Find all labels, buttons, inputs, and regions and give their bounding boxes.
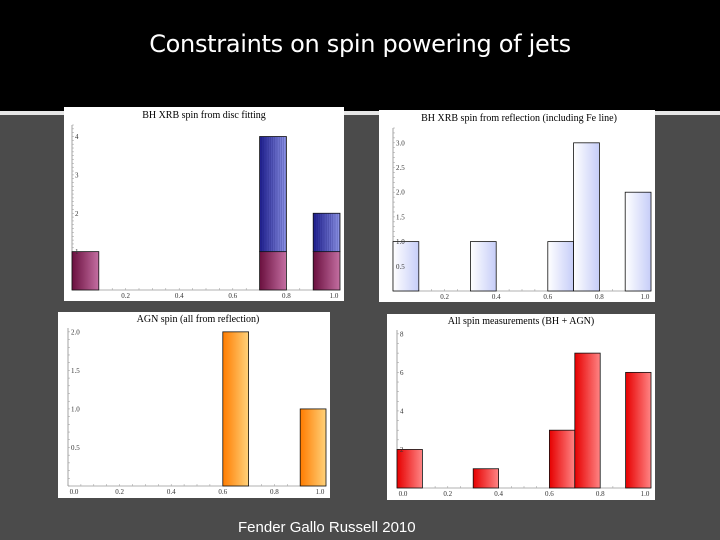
chart-title: AGN spin (all from reflection) bbox=[137, 314, 260, 325]
x-tick-label: 0.4 bbox=[492, 293, 501, 301]
bar bbox=[222, 331, 250, 487]
x-tick-label: 0.4 bbox=[494, 490, 503, 498]
x-tick-label: 0.6 bbox=[545, 490, 554, 498]
y-tick-label: 1.0 bbox=[71, 405, 80, 413]
chart-bh-disc: BH XRB spin from disc fitting 0.2 0.4 0.6 0.… bbox=[71, 110, 341, 300]
y-tick-label: 0.5 bbox=[71, 444, 80, 452]
x-tick-label: 0.0 bbox=[399, 490, 408, 498]
bar bbox=[299, 408, 327, 487]
x-tick-label: 0.6 bbox=[218, 488, 227, 496]
x-tick-label: 0.2 bbox=[440, 293, 449, 301]
chart-panel-all: All spin measurements (BH + AGN) 0.0 0.2 0.… bbox=[387, 314, 655, 500]
bar bbox=[259, 136, 287, 253]
x-tick-label: 0.8 bbox=[595, 293, 604, 301]
x-tick-label: 0.8 bbox=[596, 490, 605, 498]
y-tick-label: 3.0 bbox=[396, 139, 405, 147]
bar bbox=[547, 241, 575, 292]
y-tick-label: 2.0 bbox=[396, 189, 405, 197]
chart-title: BH XRB spin from disc fitting bbox=[142, 110, 266, 121]
chart-panel-agn: AGN spin (all from reflection) 0.0 0.2 0.4 0… bbox=[58, 312, 330, 498]
bar bbox=[71, 251, 100, 291]
y-tick-label: 2 bbox=[75, 210, 79, 218]
chart-all: All spin measurements (BH + AGN) 0.0 0.2 0.… bbox=[396, 316, 652, 498]
chart-agn: AGN spin (all from reflection) 0.0 0.2 0.4 0… bbox=[67, 314, 327, 496]
y-tick-label: 1 bbox=[75, 248, 79, 256]
title-band: Constraints on spin powering of jets bbox=[0, 0, 720, 115]
x-tick-label: 0.2 bbox=[443, 490, 452, 498]
y-tick-label: 1.5 bbox=[71, 367, 80, 375]
y-tick-label: 6 bbox=[400, 369, 404, 377]
x-tick-label: 0.8 bbox=[282, 292, 291, 300]
slide-title: Constraints on spin powering of jets bbox=[149, 30, 571, 58]
bar bbox=[548, 429, 576, 489]
y-tick-label: 4 bbox=[75, 133, 79, 141]
y-tick-label: 8 bbox=[400, 330, 404, 338]
chart-bh-reflection: BH XRB spin from reflection (including F… bbox=[392, 113, 652, 301]
bar bbox=[470, 241, 497, 292]
x-tick-label: 1.0 bbox=[641, 293, 650, 301]
bar bbox=[259, 251, 287, 291]
y-tick-label: 2.0 bbox=[71, 328, 80, 336]
y-tick-label: 0.5 bbox=[396, 263, 405, 271]
y-tick-label: 2.5 bbox=[396, 164, 405, 172]
bar bbox=[573, 142, 600, 292]
x-tick-label: 1.0 bbox=[641, 490, 650, 498]
y-tick-label: 2 bbox=[400, 446, 404, 454]
x-tick-label: 0.6 bbox=[228, 292, 237, 300]
x-tick-label: 0.4 bbox=[175, 292, 184, 300]
bar bbox=[312, 251, 341, 291]
y-tick-label: 4 bbox=[400, 407, 404, 415]
bar bbox=[392, 241, 420, 292]
x-tick-label: 0.2 bbox=[115, 488, 124, 496]
x-tick-label: 0.6 bbox=[543, 293, 552, 301]
chart-panel-bh-reflection: BH XRB spin from reflection (including F… bbox=[379, 110, 655, 302]
bar bbox=[396, 449, 423, 489]
bar bbox=[574, 352, 601, 489]
chart-title: All spin measurements (BH + AGN) bbox=[448, 316, 594, 327]
bar bbox=[472, 468, 499, 489]
x-tick-label: 1.0 bbox=[316, 488, 325, 496]
y-tick-label: 1.5 bbox=[396, 213, 405, 221]
chart-panel-bh-disc: BH XRB spin from disc fitting 0.2 0.4 0.6 0.… bbox=[64, 107, 344, 301]
bar bbox=[624, 191, 652, 292]
x-tick-label: 0.0 bbox=[70, 488, 79, 496]
x-tick-label: 0.4 bbox=[167, 488, 176, 496]
y-tick-label: 3 bbox=[75, 171, 79, 179]
credit-text: Fender Gallo Russell 2010 bbox=[238, 519, 416, 536]
bar bbox=[312, 212, 341, 253]
chart-title: BH XRB spin from reflection (including F… bbox=[421, 113, 617, 124]
bar bbox=[625, 371, 652, 489]
x-tick-label: 0.2 bbox=[121, 292, 130, 300]
x-tick-label: 0.8 bbox=[270, 488, 279, 496]
y-tick-label: 1.0 bbox=[396, 238, 405, 246]
x-tick-label: 1.0 bbox=[330, 292, 339, 300]
